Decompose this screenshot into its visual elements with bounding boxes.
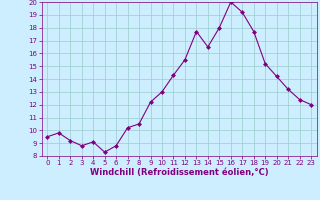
X-axis label: Windchill (Refroidissement éolien,°C): Windchill (Refroidissement éolien,°C) bbox=[90, 168, 268, 177]
